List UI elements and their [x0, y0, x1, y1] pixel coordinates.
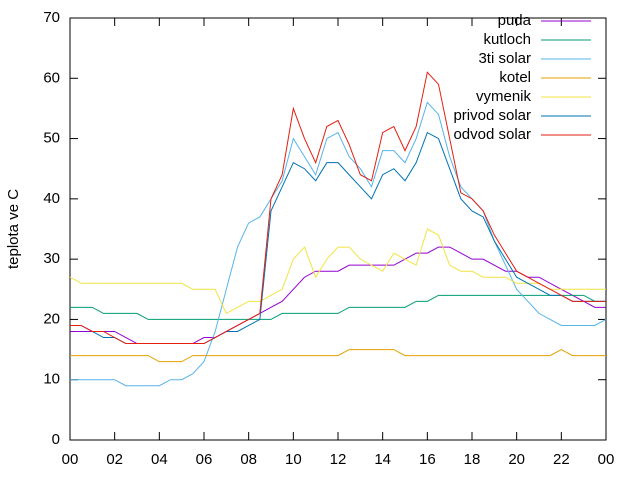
- legend-label: 3ti solar: [478, 50, 531, 67]
- legend-label: kutloch: [483, 31, 531, 48]
- x-tick-label: 06: [196, 451, 213, 468]
- y-tick-label: 40: [43, 190, 60, 207]
- x-tick-label: 10: [285, 451, 302, 468]
- y-tick-label: 0: [52, 431, 60, 448]
- x-tick-label: 16: [419, 451, 436, 468]
- legend-label: odvod solar: [453, 126, 531, 143]
- x-tick-label: 18: [464, 451, 481, 468]
- x-tick-label: 14: [374, 451, 391, 468]
- series-line: [70, 131, 606, 345]
- series-line: [70, 101, 607, 387]
- x-tick-label: 08: [240, 451, 257, 468]
- x-tick-label: 00: [598, 451, 615, 468]
- series-line: [70, 71, 606, 345]
- legend-label: puda: [498, 12, 532, 29]
- y-tick-label: 30: [43, 250, 60, 267]
- x-tick-label: 22: [553, 451, 570, 468]
- series-line: [69, 228, 606, 315]
- y-tick-label: 60: [43, 69, 60, 86]
- series-line: [70, 349, 606, 363]
- x-tick-label: 04: [151, 451, 168, 468]
- y-tick-label: 10: [43, 371, 60, 388]
- series-line: [70, 294, 606, 320]
- legend-label: vymenik: [476, 88, 532, 105]
- x-tick-label: 00: [62, 451, 79, 468]
- x-tick-label: 02: [106, 451, 123, 468]
- legend-label: privod solar: [453, 107, 531, 124]
- y-tick-label: 70: [43, 9, 60, 26]
- x-tick-label: 20: [508, 451, 525, 468]
- y-tick-label: 50: [43, 130, 60, 147]
- y-tick-label: 20: [43, 310, 60, 327]
- y-axis-label: teplota ve C: [5, 189, 22, 269]
- legend-label: kotel: [499, 69, 531, 86]
- x-tick-label: 12: [330, 451, 347, 468]
